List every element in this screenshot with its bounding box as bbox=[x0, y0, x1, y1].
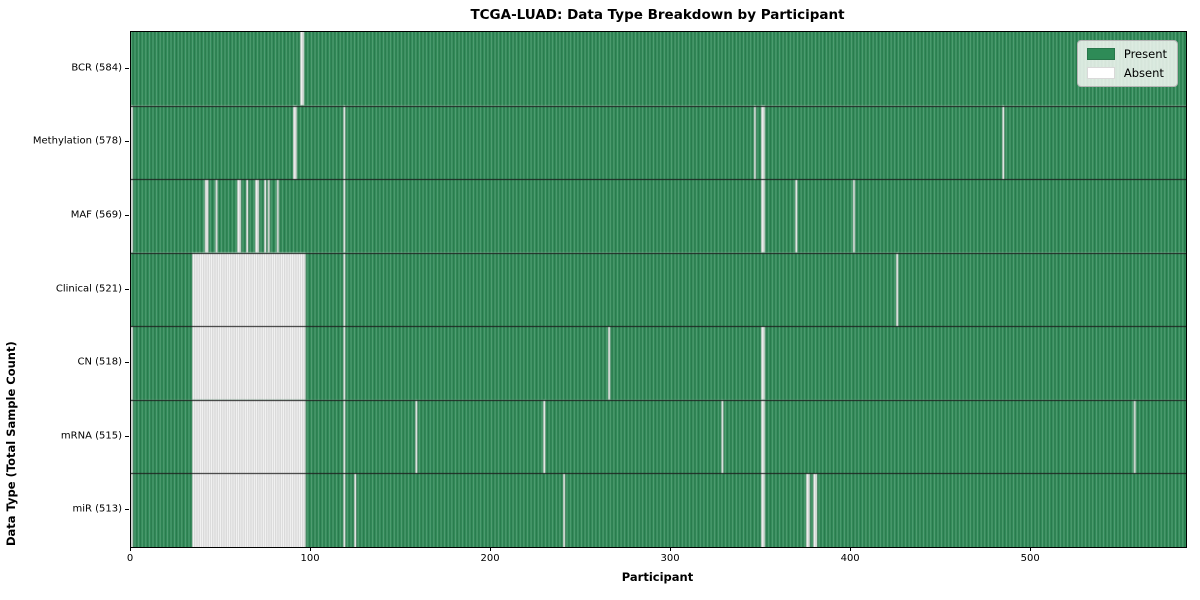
y-tick-mark bbox=[125, 141, 129, 143]
x-tick-label: 400 bbox=[840, 553, 860, 564]
presence-matrix-canvas bbox=[131, 32, 1186, 547]
legend: Present Absent bbox=[1076, 40, 1178, 87]
x-tick-label: 200 bbox=[480, 553, 500, 564]
x-tick-mark bbox=[130, 547, 131, 551]
x-tick-mark bbox=[850, 547, 852, 551]
x-tick-mark bbox=[670, 547, 672, 551]
y-tick-mark bbox=[125, 435, 129, 437]
absent-swatch-icon bbox=[1086, 67, 1115, 79]
legend-entry-absent: Absent bbox=[1086, 66, 1167, 80]
x-tick-label: 500 bbox=[1020, 553, 1040, 564]
plot-area: Present Absent bbox=[130, 31, 1187, 548]
x-tick-label: 0 bbox=[126, 553, 134, 564]
x-tick-mark bbox=[1030, 547, 1032, 551]
y-axis-title: Data Type (Total Sample Count) bbox=[4, 341, 18, 546]
y-tick-label-bcr: BCR (584) bbox=[71, 62, 122, 74]
y-tick-mark bbox=[125, 288, 129, 290]
x-tick-label: 300 bbox=[660, 553, 680, 564]
present-swatch-icon bbox=[1086, 48, 1115, 60]
x-tick-mark bbox=[310, 547, 312, 551]
y-tick-mark bbox=[125, 214, 129, 216]
legend-label: Present bbox=[1123, 47, 1167, 61]
legend-label: Absent bbox=[1123, 66, 1164, 80]
x-axis-title: Participant bbox=[621, 570, 694, 584]
y-tick-label-methylation: Methylation (578) bbox=[32, 135, 122, 147]
y-tick-mark bbox=[125, 67, 129, 69]
y-tick-label-mir: miR (513) bbox=[72, 503, 122, 515]
y-tick-label-maf: MAF (569) bbox=[70, 209, 122, 221]
y-tick-label-cn: CN (518) bbox=[77, 356, 122, 368]
x-tick-label: 100 bbox=[300, 553, 320, 564]
y-tick-label-clinical: Clinical (521) bbox=[55, 283, 122, 294]
y-tick-mark bbox=[125, 362, 129, 364]
y-tick-mark bbox=[125, 509, 129, 511]
legend-entry-present: Present bbox=[1086, 47, 1167, 61]
chart-title: TCGA-LUAD: Data Type Breakdown by Partic… bbox=[470, 7, 845, 23]
x-tick-mark bbox=[490, 547, 492, 551]
y-tick-label-mrna: mRNA (515) bbox=[60, 430, 122, 442]
